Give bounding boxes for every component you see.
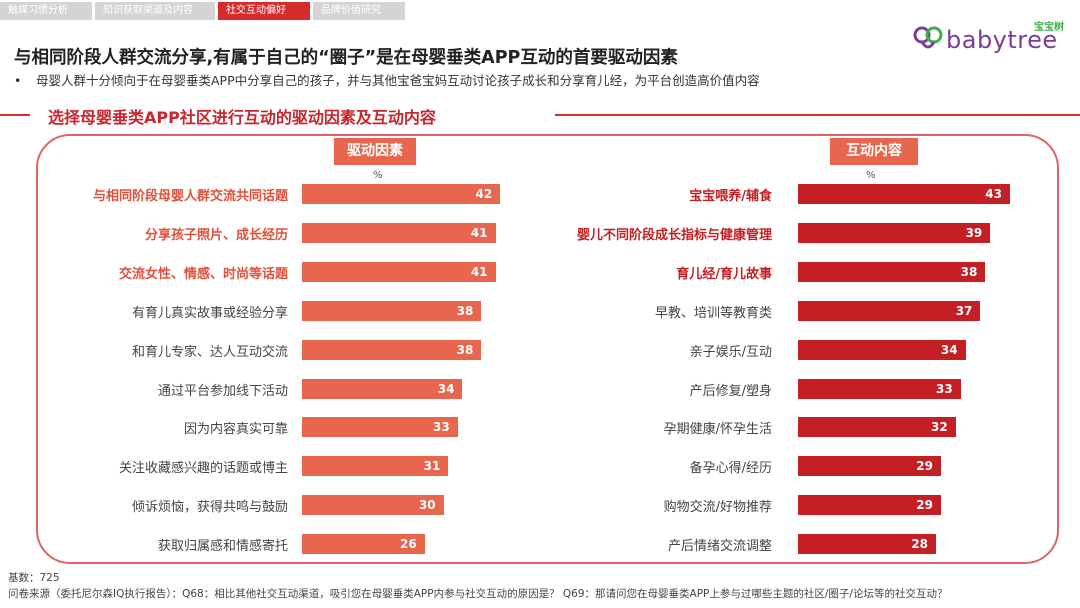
left-bar <box>302 417 458 438</box>
right-bar-value: 37 <box>955 303 973 318</box>
right-bar-value: 34 <box>940 342 958 357</box>
right-bar <box>798 495 941 516</box>
left-bar <box>302 456 449 477</box>
right-bar-value: 39 <box>965 225 983 240</box>
left-bar-label: 和育儿专家、达人互动交流 <box>131 344 288 360</box>
logo-mark-icon <box>913 26 943 49</box>
logo-wordmark: babytree <box>946 26 1058 54</box>
left-bar-value: 33 <box>433 420 450 435</box>
right-bar <box>798 534 937 555</box>
right-bar-label: 产后情绪交流调整 <box>667 539 772 555</box>
babytree-logo: babytree 宝宝树 <box>912 20 1072 56</box>
section-rule-left <box>0 114 30 116</box>
right-bar <box>798 184 1010 204</box>
left-bar-value: 41 <box>470 225 488 240</box>
right-bar-label: 购物交流/好物推荐 <box>663 500 772 516</box>
right-bar-label: 备孕心得/经历 <box>689 461 772 477</box>
left-bar-label: 因为内容真实可靠 <box>183 422 288 438</box>
right-bar <box>798 222 991 243</box>
summary-text: 母婴人群十分倾向于在母婴垂类APP中分享自己的孩子，并与其他宝爸宝妈互动讨论孩子… <box>36 73 760 88</box>
right-bar-value: 29 <box>916 498 933 513</box>
right-bar-value: 29 <box>916 459 933 474</box>
right-bar-label: 亲子娱乐/互动 <box>689 344 772 360</box>
right-bar-label: 宝宝喂养/辅食 <box>689 189 772 204</box>
right-bar-label: 产后修复/塑身 <box>689 383 772 399</box>
left-chart-unit: % <box>373 170 383 181</box>
left-bar <box>302 339 482 360</box>
left-bar-value: 38 <box>456 342 474 357</box>
tab-knowledge-channels[interactable]: 知识获取渠道及内容 <box>95 2 215 20</box>
right-bar-label: 孕期健康/怀孕生活 <box>663 422 772 438</box>
left-bar <box>302 300 482 321</box>
tab-media-habits[interactable]: 触媒习惯分析 <box>0 2 92 20</box>
right-bar-label: 早教、培训等教育类 <box>654 305 772 321</box>
right-chart-unit: % <box>866 170 876 181</box>
logo-cn: 宝宝树 <box>1034 22 1064 33</box>
top-tabs: 触媒习惯分析 知识获取渠道及内容 社交互动偏好 品牌价值研究 <box>0 2 408 20</box>
summary-bullet: • 母婴人群十分倾向于在母婴垂类APP中分享自己的孩子，并与其他宝爸宝妈互动讨论孩… <box>14 70 760 89</box>
right-bar-value: 33 <box>935 381 953 396</box>
section-title: 选择母婴垂类APP社区进行互动的驱动因素及互动内容 <box>46 104 438 128</box>
left-bar-label: 通过平台参加线下活动 <box>157 383 288 399</box>
left-bar <box>302 495 444 516</box>
right-bar-value: 32 <box>931 420 948 435</box>
left-bar-value: 41 <box>470 264 488 279</box>
right-chart-title: 互动内容 <box>830 138 918 165</box>
left-bar <box>302 378 463 399</box>
left-bar-value: 34 <box>437 381 455 396</box>
right-bar <box>798 417 956 438</box>
left-bar <box>302 261 496 282</box>
right-bar-label: 婴儿不同阶段成长指标与健康管理 <box>576 227 772 243</box>
left-bar-value: 42 <box>475 187 493 201</box>
right-bar <box>798 378 961 399</box>
chart-frame <box>36 134 1059 564</box>
right-bar-value: 38 <box>960 264 978 279</box>
left-bar-label: 倾诉烦恼，获得共鸣与鼓励 <box>131 500 288 516</box>
left-bar-label: 获取归属感和情感寄托 <box>157 539 288 555</box>
left-bar-label: 与相同阶段母婴人群交流共同话题 <box>92 189 288 204</box>
right-bar-label: 育儿经/育儿故事 <box>676 266 772 282</box>
left-bar-label: 有育儿真实故事或经验分享 <box>131 305 288 321</box>
left-bar-value: 30 <box>418 498 436 513</box>
footer-base: 基数：725 <box>8 572 60 584</box>
right-bar-value: 43 <box>985 187 1002 201</box>
left-bar-value: 26 <box>400 537 417 552</box>
page-title: 与相同阶段人群交流分享,有属于自己的“圈子”是在母婴垂类APP互动的首要驱动因素 <box>14 48 678 68</box>
left-chart-title: 驱动因素 <box>334 138 416 165</box>
left-bar-label: 交流女性、情感、时尚等话题 <box>118 266 288 282</box>
tab-social-interaction[interactable]: 社交互动偏好 <box>218 2 310 20</box>
left-bar-label: 分享孩子照片、成长经历 <box>144 227 288 243</box>
left-bar-value: 38 <box>456 303 474 318</box>
right-bar <box>798 261 986 282</box>
left-bar <box>302 534 425 555</box>
section-rule-right <box>555 114 1080 116</box>
bullet-dot: • <box>14 73 22 88</box>
right-bar <box>798 339 966 360</box>
footer-source: 问卷来源（委托尼尔森IQ执行报告）：Q68：相比其他社交互动渠道，吸引您在母婴垂… <box>8 588 948 600</box>
left-bar <box>302 184 501 204</box>
right-bar-value: 28 <box>911 537 929 552</box>
left-bar-value: 31 <box>423 459 441 474</box>
right-bar <box>798 300 981 321</box>
right-bar <box>798 456 941 477</box>
left-bar-label: 关注收藏感兴趣的话题或博主 <box>118 461 288 477</box>
tab-brand-value[interactable]: 品牌价值研究 <box>313 2 405 20</box>
left-bar <box>302 222 496 243</box>
